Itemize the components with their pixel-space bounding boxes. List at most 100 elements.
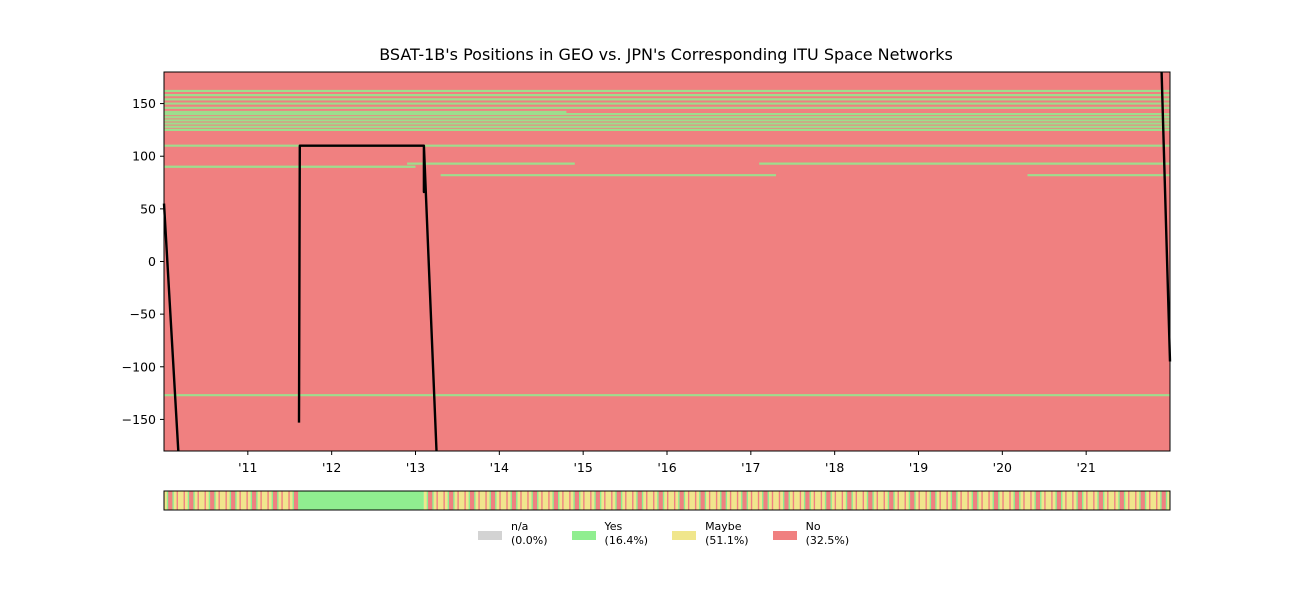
status-strip-cell [1020,491,1023,510]
status-strip-cell [538,491,541,510]
status-strip-cell [728,491,731,510]
status-strip-cell [660,491,662,510]
status-strip-cell [292,491,295,510]
status-strip-cell [964,491,967,510]
status-strip-cell [806,491,809,510]
status-strip-cell [166,491,169,510]
status-strip-cell [509,491,511,510]
status-strip-cell [985,491,988,510]
status-strip-cell [791,491,794,510]
status-strip-cell [1077,491,1080,510]
status-strip-cell [802,491,805,510]
status-strip-cell [1147,491,1150,510]
status-strip-cell [440,491,443,510]
status-strip-cell [222,491,225,510]
status-strip-cell [573,491,576,510]
status-strip-cell [1133,491,1136,510]
status-strip-cell [966,491,968,510]
status-strip-cell [857,491,859,510]
status-strip-cell [601,491,604,510]
status-strip-cell [1105,491,1108,510]
status-strip-cell [799,491,802,510]
status-strip-cell [190,491,193,510]
status-strip-cell [1035,491,1038,510]
status-strip-cell [1033,491,1035,510]
status-strip-cell [265,491,268,510]
status-strip-cell [468,491,471,510]
legend-text: n/a (0.0%) [511,520,548,548]
status-strip-cell [518,491,521,510]
status-strip-cell [565,491,567,510]
status-strip-cell [1091,491,1094,510]
status-strip-cell [249,491,251,510]
status-strip-cell [787,491,789,510]
status-strip-cell [439,491,441,510]
y-tick-label: 0 [148,254,156,269]
status-strip-cell [912,491,915,510]
status-strip-cell [236,491,239,510]
status-strip-cell [238,491,240,510]
status-strip-cell [704,491,707,510]
status-strip-cell [943,491,946,510]
status-strip-cell [165,491,168,510]
status-strip-cell [493,491,496,510]
status-strip-cell [569,491,571,510]
status-strip-cell [971,491,974,510]
status-strip-cell [1086,491,1088,510]
status-strip-cell [750,491,753,510]
status-strip-cell [472,491,475,510]
status-strip-cell [875,491,877,510]
status-strip-cell [537,491,539,510]
status-strip-cell [882,491,884,510]
status-strip-cell [1017,491,1020,510]
status-strip-cell [667,491,669,510]
status-strip-cell [763,491,766,510]
status-strip-cell [1142,491,1144,510]
status-strip-cell [928,491,930,510]
status-strip-cell [1098,491,1101,510]
status-strip-cell [1137,491,1140,510]
status-strip-segment [298,491,424,510]
status-strip-cell [571,491,574,510]
axes: 150 100 50 0 −50 −100 −150 '11 '12 '13 '14 '15 '16 '1… [122,71,1171,475]
status-strip-cell [605,491,608,510]
status-strip-cell [246,491,249,510]
status-strip-cell [545,491,548,510]
status-strip-cell [1157,491,1160,510]
status-strip-cell [837,491,840,510]
status-strip-cell [873,491,876,510]
status-strip-cell [929,491,932,510]
status-strip-cell [1019,491,1021,510]
status-strip-cell [268,491,271,510]
status-strip-cell [253,491,256,510]
status-strip-cell [250,491,253,510]
status-strip-cell [1081,491,1084,510]
status-strip-cell [890,491,893,510]
legend-percent: (16.4%) [604,534,649,547]
status-strip-cell [714,491,717,510]
y-tick-label: 100 [132,149,156,164]
status-strip-cell [880,491,883,510]
status-strip-cell [623,491,626,510]
status-strip-cell [496,491,499,510]
status-strip-cell [201,491,204,510]
status-strip-cell [609,491,612,510]
status-strip-cell [1065,491,1067,510]
status-strip-cell [479,491,482,510]
status-strip-cell [731,491,733,510]
status-strip-cell [1100,491,1102,510]
status-strip-cell [644,491,647,510]
status-strip-cell [936,491,939,510]
status-strip-cell [534,491,536,510]
status-strip-cell [685,491,687,510]
status-strip-cell [992,491,995,510]
status-strip-cell [898,491,901,510]
status-strip-cell [974,491,977,510]
status-strip-cell [683,491,686,510]
status-strip-cell [910,491,912,510]
status-strip-cell [940,491,943,510]
status-strip-cell [707,491,710,510]
status-strip-cell [465,491,468,510]
status-strip-cell [224,491,226,510]
status-strip-cell [1109,491,1112,510]
